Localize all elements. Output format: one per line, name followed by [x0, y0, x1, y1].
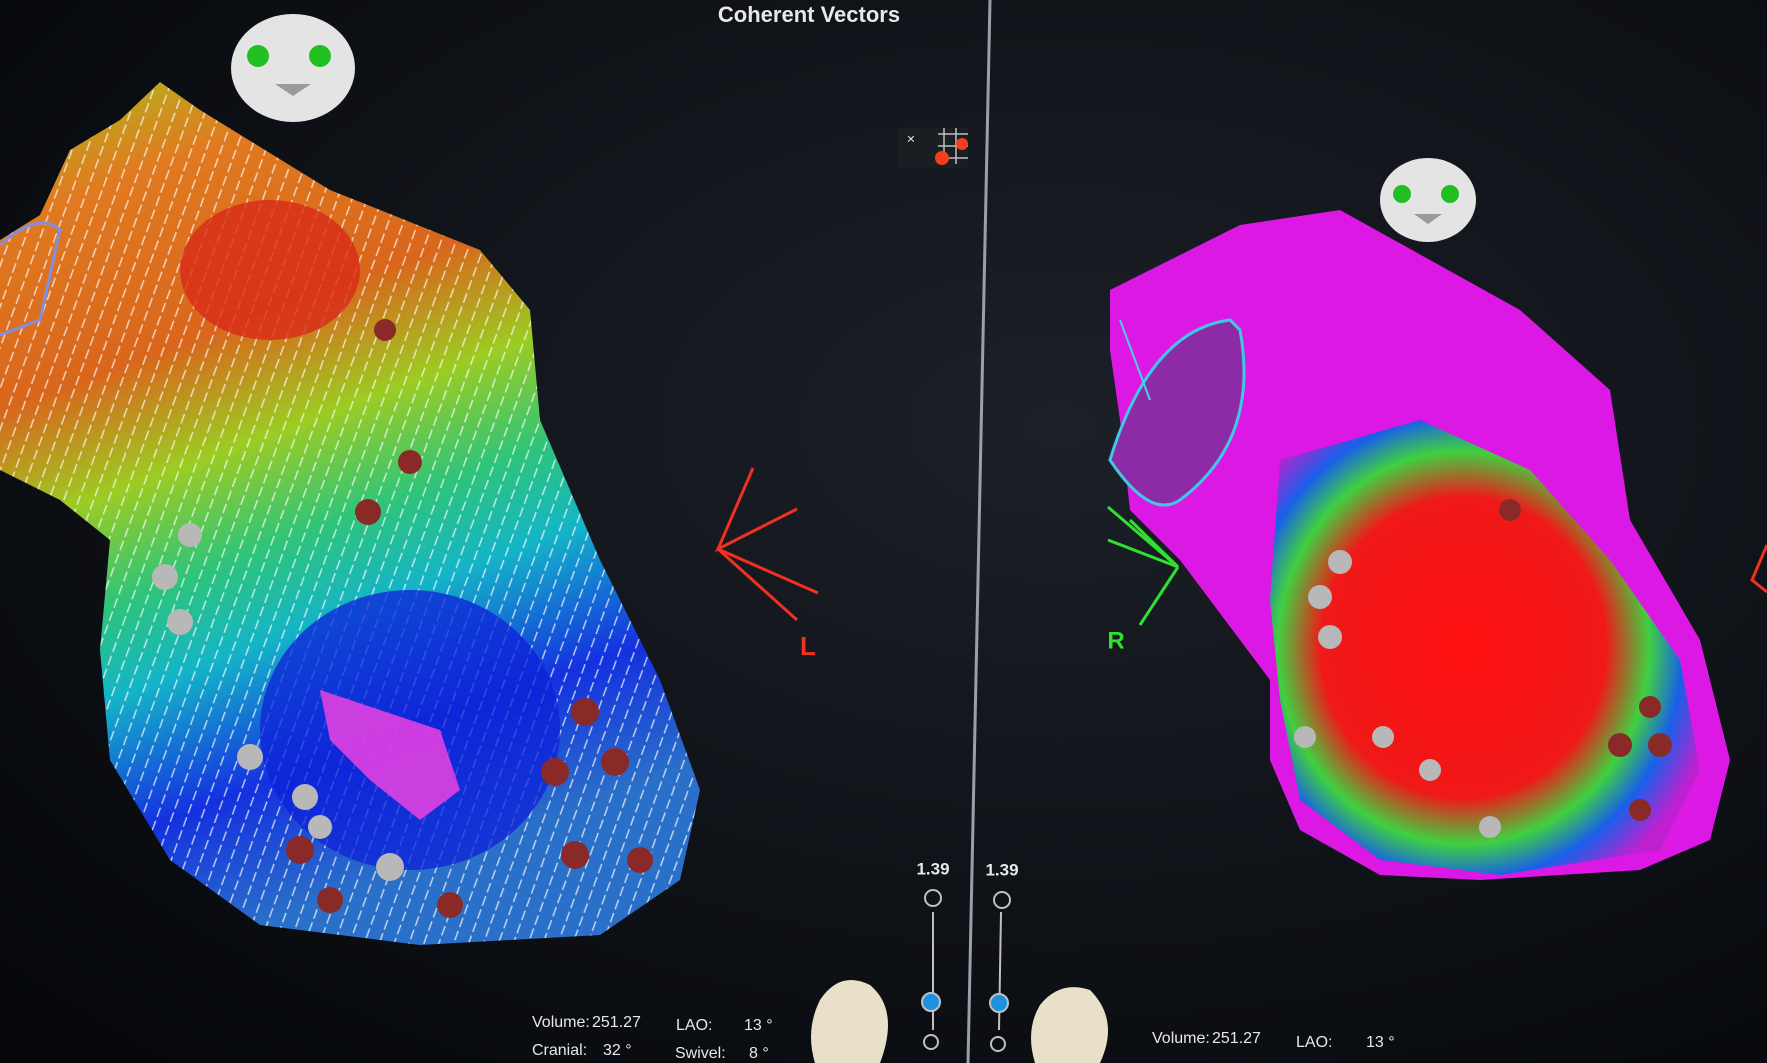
info-label: Cranial: [532, 1042, 587, 1059]
orientation-label: R [1107, 627, 1124, 654]
left-map [0, 82, 700, 945]
right-axis-arrow [1107, 505, 1180, 626]
orientation-label: L [800, 631, 816, 661]
right-info: Volume: 251.27 LAO: 13 ° [1152, 1030, 1395, 1051]
zoom-value: 1.39 [916, 859, 949, 878]
left-axis-arrow [714, 467, 819, 622]
info-label: LAO: [676, 1017, 712, 1034]
left-info: Volume: 251.27 LAO: 13 ° Cranial: 32 ° S… [532, 1014, 773, 1062]
info-value: 8 ° [749, 1045, 769, 1062]
close-button[interactable]: × [907, 131, 915, 147]
grid-toggle[interactable] [935, 128, 968, 165]
heart-thumbnail[interactable] [1031, 987, 1108, 1063]
divider [966, 0, 992, 1063]
info-value: 32 ° [603, 1042, 632, 1059]
info-label: LAO: [1296, 1034, 1332, 1051]
info-value: 13 ° [744, 1017, 773, 1034]
info-value: 251.27 [592, 1014, 641, 1031]
right-map [1108, 210, 1730, 880]
orientation-face [231, 14, 355, 122]
zoom-slider[interactable] [989, 891, 1011, 1052]
info-label: Volume: [1152, 1030, 1210, 1047]
title: Coherent Vectors [718, 2, 900, 27]
edge-arrow [1750, 544, 1767, 594]
info-value: 251.27 [1212, 1030, 1261, 1047]
info-label: Volume: [532, 1014, 590, 1031]
zoom-slider[interactable] [921, 889, 942, 1050]
heart-thumbnail[interactable] [811, 980, 888, 1063]
info-value: 13 ° [1366, 1034, 1395, 1051]
zoom-value: 1.39 [985, 860, 1018, 879]
info-label: Swivel: [675, 1045, 726, 1062]
orientation-face [1380, 158, 1476, 242]
